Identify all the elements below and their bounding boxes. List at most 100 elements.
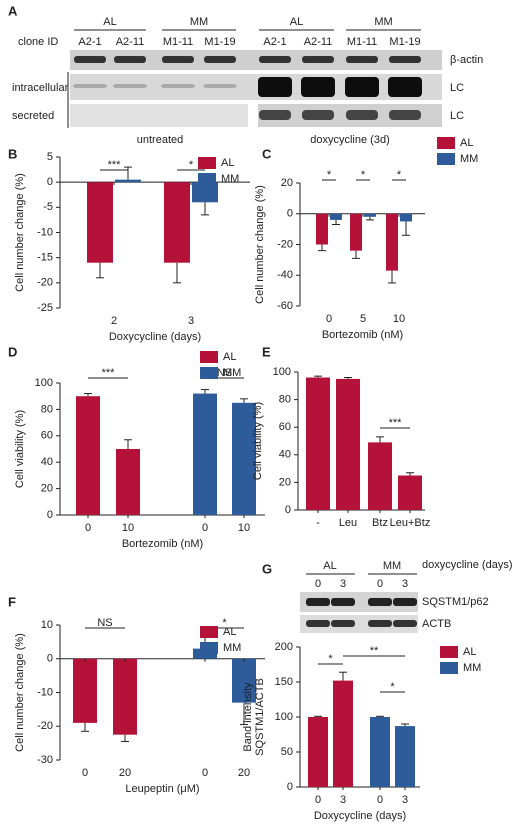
x-tick-label: 0 <box>82 767 88 779</box>
y-tick-label: 50 <box>281 746 293 758</box>
y-tick-label: 10 <box>41 619 53 631</box>
x-tick-label: 0 <box>377 794 383 806</box>
x-tick-label: 20 <box>119 767 131 779</box>
group-label: AL <box>290 16 303 28</box>
significance: * <box>361 169 366 181</box>
y-tick-label: -20 <box>37 720 53 732</box>
lane: 0 <box>377 578 383 590</box>
clone: A2-11 <box>116 36 145 48</box>
band <box>302 56 334 63</box>
legend-swatch <box>437 153 455 165</box>
y-tick-label: 100 <box>275 711 293 723</box>
x-tick-label: 0 <box>315 794 321 806</box>
group-label: MM <box>383 560 401 572</box>
band-label: β-actin <box>450 54 483 66</box>
band <box>393 620 417 627</box>
band-label: LC <box>450 110 464 122</box>
y-tick-label: -30 <box>37 754 53 766</box>
panel-label: C <box>262 146 272 161</box>
y-tick-label: 0 <box>287 208 293 220</box>
x-tick-label: 0 <box>326 313 332 325</box>
y-tick-label: 0 <box>47 509 53 521</box>
x-tick-label: Leu <box>339 517 357 529</box>
bar <box>395 726 415 787</box>
band <box>331 598 355 606</box>
panel-label: D <box>8 344 17 359</box>
band <box>345 77 379 97</box>
clone: M1-11 <box>347 36 377 48</box>
panel-label: B <box>8 146 17 161</box>
y-tick-label: -20 <box>37 277 53 289</box>
band <box>162 56 194 63</box>
band <box>73 84 107 88</box>
significance: NS <box>97 617 112 629</box>
bar <box>232 658 256 703</box>
significance: * <box>327 169 332 181</box>
band <box>203 84 237 88</box>
x-tick-label: 20 <box>238 767 250 779</box>
bar <box>164 182 190 263</box>
y-tick-label: -60 <box>277 300 293 312</box>
bar <box>113 658 137 735</box>
y-tick-label: 80 <box>41 403 53 415</box>
lanes-label: doxycycline (days) <box>422 559 512 571</box>
bar <box>368 442 392 510</box>
legend-label: AL <box>223 626 236 638</box>
y-tick-label: 150 <box>275 676 293 688</box>
band <box>302 110 334 120</box>
x-axis-label: Bortezomib (nM) <box>322 329 403 341</box>
bar <box>386 213 398 271</box>
band <box>258 77 292 97</box>
band-label: LC <box>450 82 464 94</box>
row-label: intracellular <box>12 82 69 94</box>
panel-label: F <box>8 594 16 609</box>
band <box>393 598 417 606</box>
bar <box>364 213 376 217</box>
group-label: AL <box>103 16 116 28</box>
lane: 3 <box>402 578 408 590</box>
panel-label: G <box>262 561 272 576</box>
bar <box>232 402 256 515</box>
group-label: MM <box>374 16 392 28</box>
clone: A2-1 <box>78 36 101 48</box>
bar <box>115 179 141 183</box>
condition: doxycycline (3d) <box>310 134 389 146</box>
y-axis-label: SQSTM1/ACTB <box>254 678 266 756</box>
y-tick-label: -40 <box>277 269 293 281</box>
x-tick-label: 5 <box>360 313 366 325</box>
band <box>259 56 291 63</box>
y-tick-label: 60 <box>41 430 53 442</box>
x-tick-label: 10 <box>238 522 250 534</box>
y-tick-label: 40 <box>41 456 53 468</box>
band <box>74 56 106 63</box>
band <box>204 56 236 63</box>
significance: * <box>390 681 395 693</box>
x-tick-label: 3 <box>402 794 408 806</box>
bar <box>370 717 390 787</box>
y-tick-label: 5 <box>47 151 53 163</box>
legend-swatch <box>440 662 458 674</box>
band <box>301 77 335 97</box>
bar <box>76 396 100 515</box>
y-tick-label: 20 <box>41 483 53 495</box>
x-tick-label: 3 <box>340 794 346 806</box>
significance: *** <box>108 159 122 171</box>
legend-label: MM <box>221 173 239 185</box>
bar <box>333 680 353 787</box>
y-tick-label: 40 <box>279 449 291 461</box>
significance: *** <box>389 417 403 429</box>
legend-label: MM <box>223 642 241 654</box>
clone: M1-19 <box>204 36 235 48</box>
group-label: AL <box>323 560 336 572</box>
band <box>346 110 378 120</box>
y-tick-label: 20 <box>279 476 291 488</box>
y-tick-label: -5 <box>43 201 53 213</box>
legend-label: AL <box>223 351 236 363</box>
band <box>368 620 392 627</box>
significance: ** <box>370 645 379 657</box>
band <box>114 56 146 63</box>
y-tick-label: -20 <box>277 238 293 250</box>
legend-label: MM <box>223 367 241 379</box>
y-axis-label: Cell viability (%) <box>14 410 26 488</box>
legend-label: MM <box>463 662 481 674</box>
